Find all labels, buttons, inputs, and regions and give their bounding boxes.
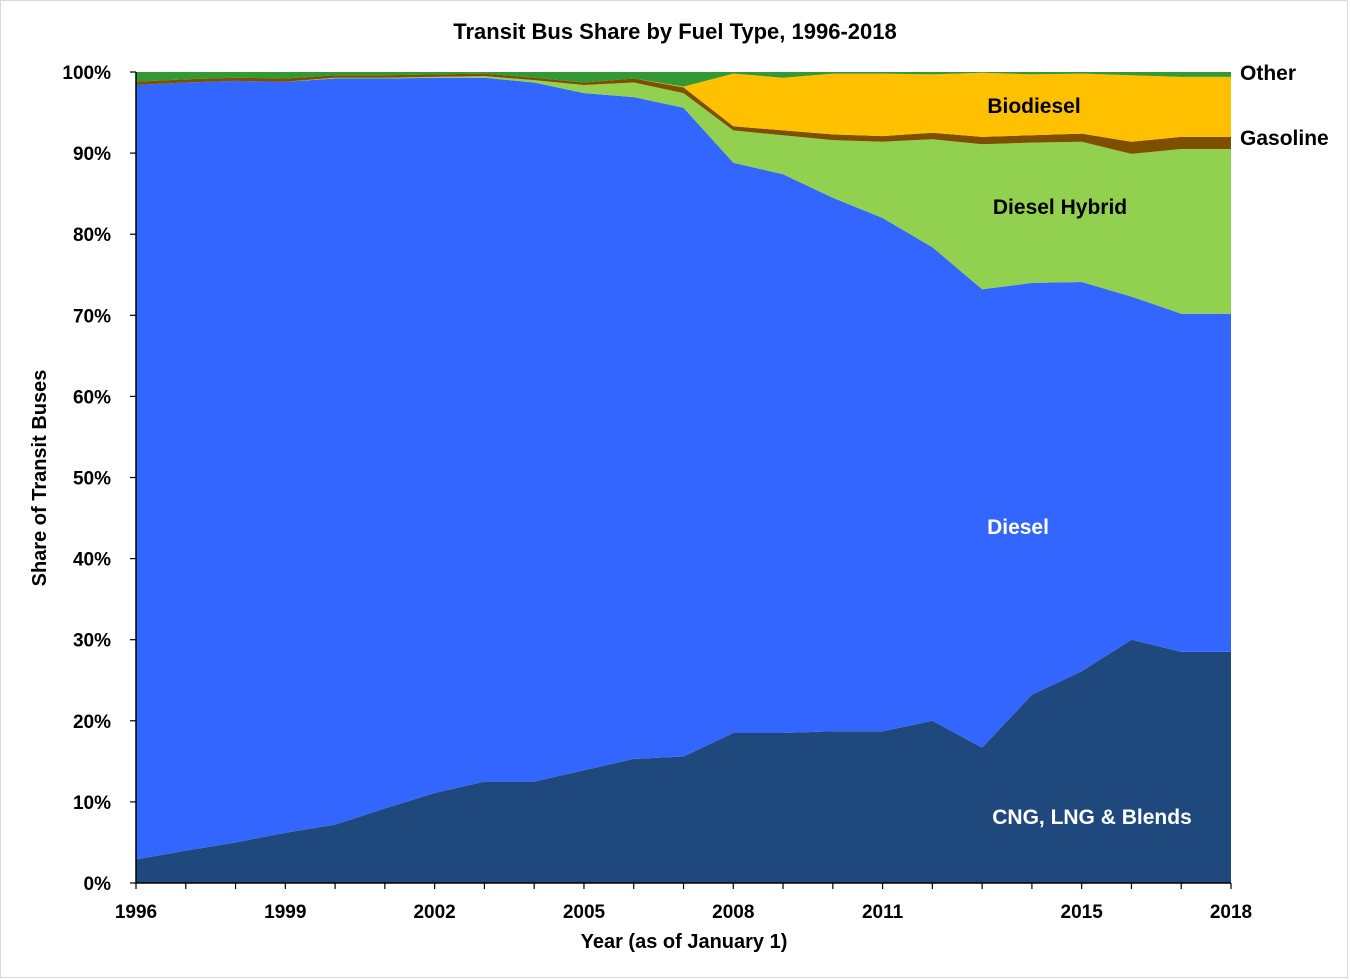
area-other: [136, 72, 1231, 87]
area-gasoline: [136, 73, 1231, 154]
y-tick-label: 0%: [84, 874, 112, 895]
x-tick-label: 1996: [115, 902, 157, 923]
x-tick-label: 2005: [563, 902, 606, 923]
y-tick-label: 90%: [73, 144, 111, 165]
y-tick-label: 20%: [73, 712, 111, 733]
series-label-diesel: Diesel: [987, 516, 1049, 539]
x-tick-label: 2015: [1061, 902, 1104, 923]
x-axis-label: Year (as of January 1): [581, 931, 788, 953]
area-layers: [136, 72, 1231, 883]
x-tick-label: 1999: [264, 902, 306, 923]
series-label-gasoline: Gasoline: [1240, 127, 1329, 150]
series-labels: CNG, LNG & Blends Diesel Diesel Hybrid Gaso…: [987, 62, 1329, 829]
y-axis-label: Share of Transit Buses: [29, 370, 51, 587]
y-tick-label: 40%: [73, 550, 111, 571]
series-label-diesel-hybrid: Diesel Hybrid: [993, 196, 1127, 219]
area-biodiesel: [136, 72, 1231, 142]
y-tick-label: 50%: [73, 469, 111, 490]
y-tick-label: 10%: [73, 793, 111, 814]
series-label-other: Other: [1240, 62, 1296, 85]
x-tick-label: 2002: [413, 902, 455, 923]
series-label-biodiesel: Biodiesel: [987, 95, 1080, 118]
x-tick-label: 2018: [1210, 902, 1252, 923]
area-cng-lng-blends: [136, 639, 1231, 883]
y-tick-label: 60%: [73, 387, 111, 408]
x-tick-label: 2008: [712, 902, 754, 923]
chart-title: Transit Bus Share by Fuel Type, 1996-201…: [453, 19, 896, 44]
y-tick-label: 100%: [62, 63, 111, 84]
area-diesel: [136, 77, 1231, 860]
series-label-cng-lng-blends: CNG, LNG & Blends: [992, 806, 1192, 829]
y-tick-label: 70%: [73, 306, 111, 327]
y-tick-label: 30%: [73, 631, 111, 652]
x-tick-label: 2011: [862, 902, 904, 923]
area-diesel-hybrid: [136, 76, 1231, 314]
y-tick-label: 80%: [73, 225, 111, 246]
axes: 0% 10% 20% 30% 40% 50% 60% 70% 80% 90% 100% 1996 199…: [62, 63, 1252, 923]
